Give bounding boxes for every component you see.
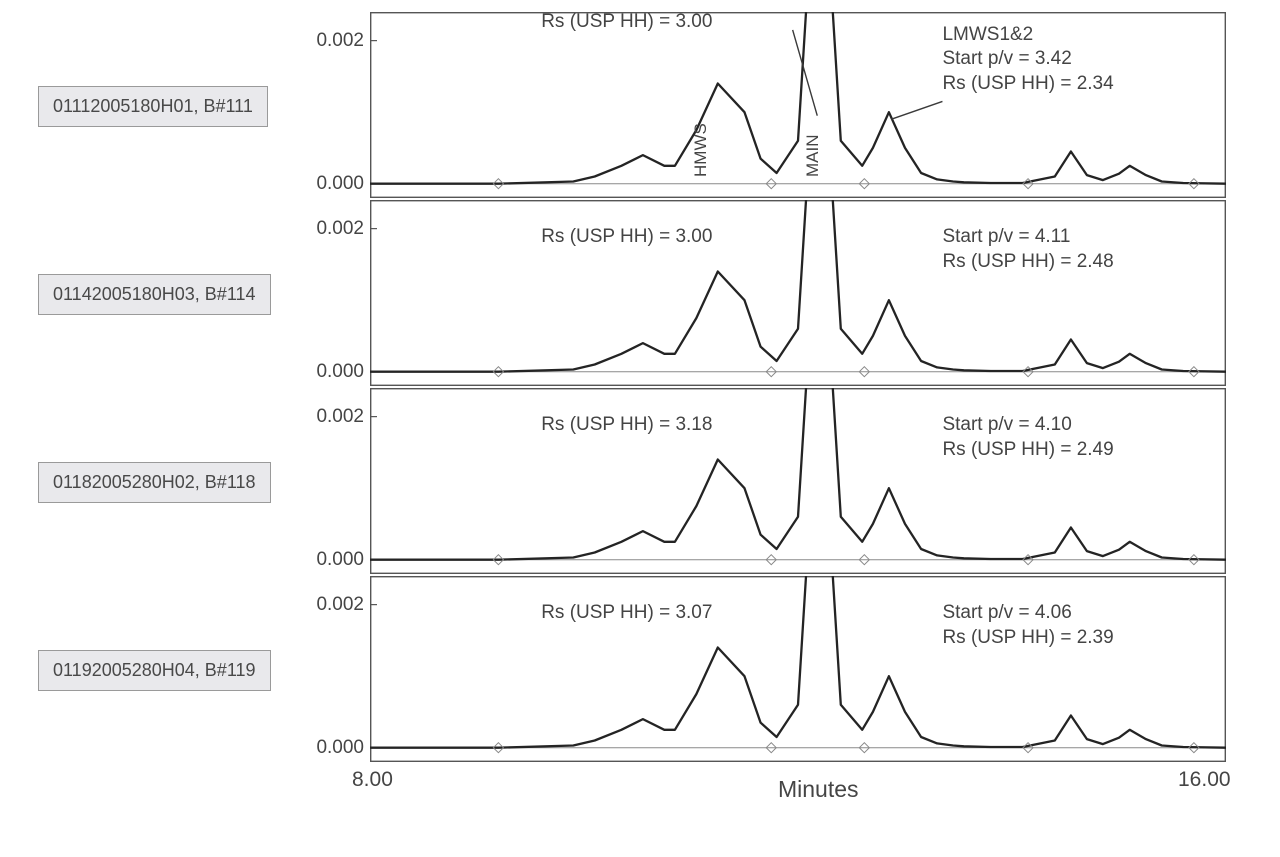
sample-label: 01182005280H02, B#118	[38, 462, 271, 503]
annotation-line: Rs (USP HH) = 2.48	[942, 250, 1113, 275]
y-tick-label: 0.000	[316, 549, 364, 571]
annotation-line: Rs (USP HH) = 2.39	[942, 626, 1113, 651]
annotation-line: Rs (USP HH) = 2.34	[942, 72, 1113, 97]
annotation-line: Start p/v = 4.11	[942, 225, 1113, 250]
resolution-annotation-left: Rs (USP HH) = 3.07	[541, 601, 712, 626]
x-axis-title: Minutes	[778, 776, 859, 803]
x-tick-label: 8.00	[352, 768, 393, 792]
resolution-annotation-right: Start p/v = 4.11Rs (USP HH) = 2.48	[942, 225, 1113, 274]
resolution-annotation-left: Rs (USP HH) = 3.18	[541, 413, 712, 438]
chromatogram-panel: 0.0000.002Rs (USP HH) = 3.07Start p/v = …	[370, 576, 1226, 762]
annotation-line: LMWS1&2	[942, 23, 1113, 48]
resolution-annotation-right: LMWS1&2Start p/v = 3.42Rs (USP HH) = 2.3…	[942, 23, 1113, 97]
y-tick-label: 0.000	[316, 737, 364, 759]
y-tick-label: 0.002	[316, 218, 364, 240]
charts-column: 0.0000.002Rs (USP HH) = 3.00LMWS1&2Start…	[370, 0, 1280, 857]
figure-root: 01112005180H01, B#111 01142005180H03, B#1…	[0, 0, 1280, 857]
chromatogram-panel: 0.0000.002Rs (USP HH) = 3.00Start p/v = …	[370, 200, 1226, 386]
chromatogram-panel: 0.0000.002Rs (USP HH) = 3.00LMWS1&2Start…	[370, 12, 1226, 198]
y-tick-label: 0.000	[316, 173, 364, 195]
resolution-annotation-left: Rs (USP HH) = 3.00	[541, 10, 712, 35]
x-axis: 8.0016.00Minutes	[370, 768, 1226, 828]
chromatogram-panel: 0.0000.002Rs (USP HH) = 3.18Start p/v = …	[370, 388, 1226, 574]
resolution-annotation-right: Start p/v = 4.10Rs (USP HH) = 2.49	[942, 413, 1113, 462]
annotation-line: Start p/v = 4.10	[942, 413, 1113, 438]
y-tick-label: 0.002	[316, 594, 364, 616]
peak-label: HMWS	[691, 123, 711, 177]
peak-label: MAIN	[803, 134, 823, 177]
annotation-line: Start p/v = 4.06	[942, 601, 1113, 626]
x-tick-label: 16.00	[1178, 768, 1231, 792]
annotation-line: Rs (USP HH) = 2.49	[942, 438, 1113, 463]
sample-label: 01112005180H01, B#111	[38, 86, 268, 127]
y-tick-label: 0.002	[316, 30, 364, 52]
y-tick-label: 0.002	[316, 406, 364, 428]
sample-labels-column: 01112005180H01, B#111 01142005180H03, B#1…	[0, 0, 370, 857]
resolution-annotation-right: Start p/v = 4.06Rs (USP HH) = 2.39	[942, 601, 1113, 650]
annotation-line: Start p/v = 3.42	[942, 47, 1113, 72]
annotation-leader-line	[891, 101, 942, 119]
sample-label: 01142005180H03, B#114	[38, 274, 271, 315]
y-tick-label: 0.000	[316, 361, 364, 383]
sample-label: 01192005280H04, B#119	[38, 650, 271, 691]
resolution-annotation-left: Rs (USP HH) = 3.00	[541, 225, 712, 250]
